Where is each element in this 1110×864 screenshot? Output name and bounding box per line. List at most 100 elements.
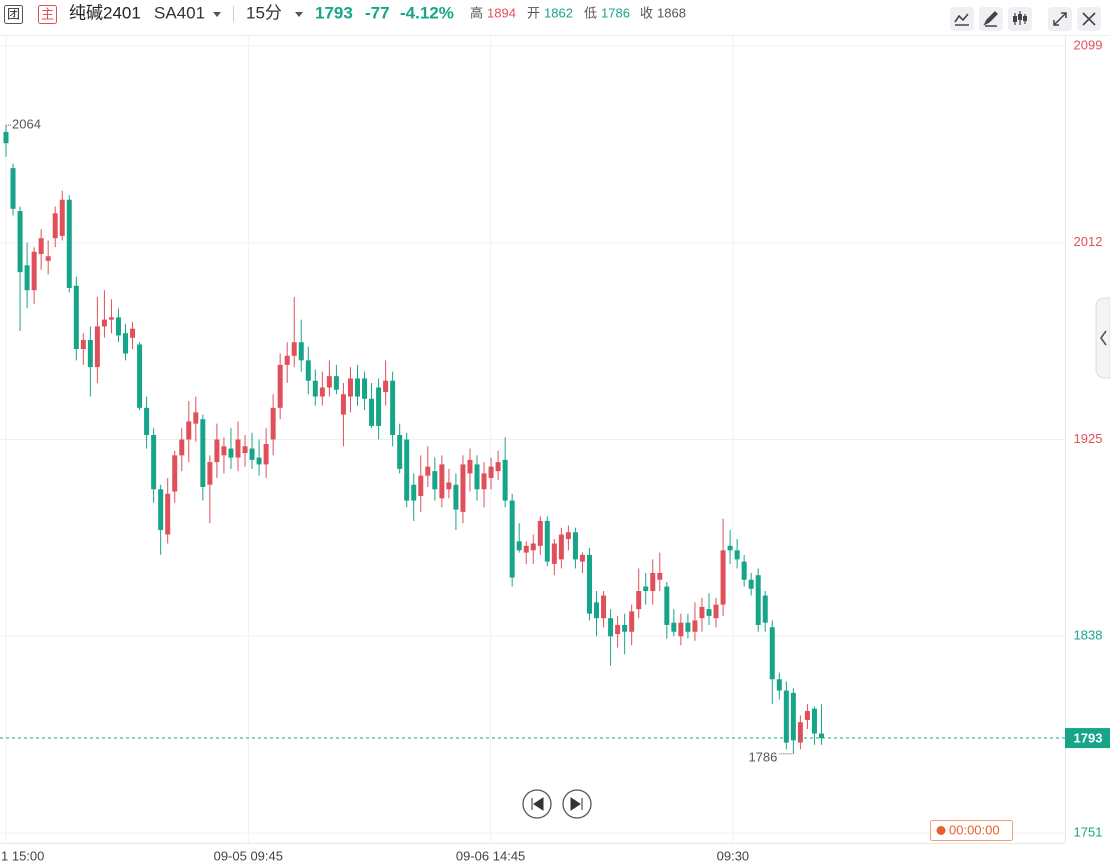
candle-body	[221, 446, 227, 456]
candle-body	[87, 339, 93, 368]
candle-body	[242, 446, 248, 454]
candle-body	[664, 586, 670, 625]
high-label: 高	[470, 5, 483, 20]
candle-body	[298, 342, 304, 361]
dropdown-arrow[interactable]	[213, 12, 221, 17]
candle-body	[347, 378, 353, 397]
candle-body	[769, 627, 775, 680]
candle-body	[130, 328, 136, 338]
x-tick-label: 1 15:00	[1, 848, 44, 863]
candle-body	[66, 199, 72, 288]
candle-body	[17, 211, 23, 273]
candle-body	[101, 319, 107, 327]
candle-body	[783, 690, 789, 743]
candle-body	[10, 168, 16, 209]
candle-body	[776, 679, 782, 691]
candle-body	[80, 339, 86, 350]
icon	[1023, 16, 1027, 21]
x-tick-label: 09-05 09:45	[214, 848, 283, 863]
candle-body	[249, 448, 255, 460]
icon	[983, 11, 998, 27]
candle-body	[108, 317, 114, 320]
main-tag[interactable]: 主	[41, 6, 54, 21]
low-label: 低	[584, 5, 597, 20]
candle-body	[467, 459, 473, 474]
candle-body	[629, 611, 635, 632]
candle-body	[544, 520, 550, 562]
candle-body	[200, 419, 206, 487]
clock-icon	[936, 826, 946, 835]
candle-body	[383, 380, 389, 393]
side-panel-toggle[interactable]	[1095, 297, 1110, 379]
candle-body	[474, 464, 480, 490]
change-pct: -4.12%	[400, 3, 454, 22]
y-tick-label: 1751	[1074, 824, 1103, 839]
candle-body	[123, 333, 129, 354]
close-label: 收	[640, 5, 653, 20]
candle-body	[551, 543, 557, 564]
candle-body	[685, 622, 691, 632]
candle-body	[713, 604, 719, 619]
candle-body	[523, 545, 529, 553]
candle-body	[207, 462, 213, 485]
candle-body	[38, 238, 44, 255]
x-tick-label: 09-06 14:45	[456, 848, 525, 863]
candle-body	[404, 439, 410, 501]
high-value: 1894	[487, 5, 516, 20]
candle-body	[390, 380, 396, 435]
candle-body	[94, 326, 100, 368]
contract-code[interactable]: SA401	[154, 3, 205, 22]
icon	[1100, 330, 1107, 346]
candle-body	[748, 579, 754, 589]
candle-body	[537, 520, 543, 546]
candle-body	[790, 692, 796, 741]
candle-body	[319, 387, 325, 397]
candle-body	[439, 464, 445, 499]
candle-body	[270, 407, 276, 440]
candle-body	[24, 265, 30, 291]
group-icon[interactable]	[4, 5, 23, 24]
candle-body	[699, 606, 705, 619]
candle-body	[291, 342, 297, 356]
candle-body	[115, 317, 121, 336]
candle-body	[418, 475, 424, 497]
plot-area: 1 15:00 09-05 09:45 09-06 14:45 09:30 1751 18…	[0, 36, 1110, 863]
icon	[1018, 14, 1022, 20]
candle-body	[643, 586, 649, 592]
candle-body	[446, 482, 452, 490]
group-tag[interactable]: 团	[7, 6, 20, 21]
candle-body	[369, 398, 375, 426]
low-value: 1786	[601, 5, 630, 20]
candle-body	[165, 493, 171, 535]
period[interactable]: 15分	[246, 3, 282, 22]
candle-body	[277, 364, 283, 408]
candle-body	[355, 378, 360, 397]
open-label: 开	[527, 5, 540, 20]
candle-body	[284, 355, 290, 365]
candle-body	[488, 466, 494, 478]
candle-body	[179, 439, 185, 456]
candle-body	[137, 344, 143, 408]
candle-body	[59, 199, 65, 236]
candle-body	[460, 464, 466, 512]
candle-body	[734, 550, 740, 560]
candle-body	[214, 439, 220, 463]
candle-body	[565, 532, 571, 540]
dropdown-arrow[interactable]	[295, 12, 303, 17]
icon	[1082, 12, 1096, 26]
candle-body	[151, 434, 157, 490]
candle-body	[650, 572, 656, 592]
candle-body	[720, 550, 726, 605]
candle-body	[263, 444, 269, 465]
candle-body	[411, 484, 417, 501]
candle-body	[305, 360, 311, 381]
candle-body	[601, 595, 607, 619]
y-tick-label: 1925	[1074, 431, 1103, 446]
open-value: 1862	[544, 5, 573, 20]
candle-body	[622, 624, 628, 632]
candle-body	[755, 575, 761, 625]
candle-body	[572, 532, 578, 560]
icon	[531, 797, 544, 811]
main-icon[interactable]	[38, 5, 57, 24]
